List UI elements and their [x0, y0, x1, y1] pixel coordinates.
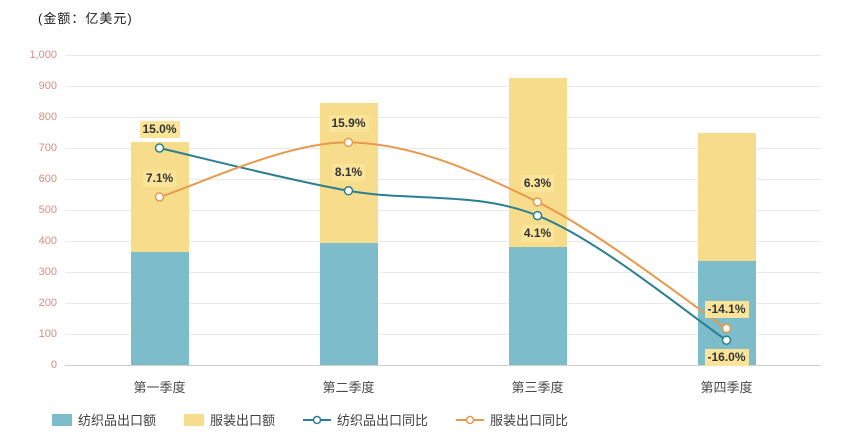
legend-label: 服装出口额	[210, 413, 276, 428]
legend-item: 纺织品出口同比	[303, 410, 428, 429]
y-axis-tick-label: 800	[38, 111, 57, 123]
x-axis-tick-label: 第三季度	[511, 380, 564, 395]
gridline	[65, 55, 821, 56]
gridline	[65, 86, 821, 87]
y-axis-tick-label: 900	[38, 80, 57, 92]
bar-segment	[130, 141, 189, 252]
legend-bar-swatch-icon	[52, 413, 72, 426]
legend-bar-swatch-icon	[184, 413, 205, 426]
bar-segment	[508, 78, 567, 248]
x-axis-tick-label: 第一季度	[133, 380, 186, 395]
bar-segment	[319, 242, 378, 365]
point-label: 15.9%	[328, 115, 369, 133]
x-axis-tick-label: 第四季度	[700, 380, 753, 395]
legend: 纺织品出口额 服装出口额 纺织品出口同比 服装出口同比	[52, 410, 568, 429]
legend-item: 纺织品出口额	[52, 410, 156, 429]
y-axis-tick-label: 300	[38, 266, 57, 278]
trend-line	[159, 147, 728, 342]
point-label: 15.0%	[139, 121, 180, 138]
legend-line-icon	[303, 415, 332, 424]
legend-label: 纺织品出口同比	[337, 413, 429, 428]
y-axis-tick-label: 100	[38, 328, 57, 340]
unit-label: (金额：亿美元)	[38, 11, 133, 26]
y-axis-tick-label: 0	[50, 359, 57, 371]
bar-segment	[697, 132, 756, 262]
point-label: -14.1%	[704, 301, 749, 319]
point-label: 7.1%	[142, 169, 177, 187]
bar-segment	[130, 251, 189, 365]
y-axis-tick-label: 400	[38, 235, 57, 247]
gridline	[65, 117, 821, 118]
legend-item: 服装出口同比	[456, 410, 568, 429]
point-label: 4.1%	[520, 224, 555, 242]
legend-line-icon	[456, 415, 485, 424]
trend-line	[159, 141, 728, 330]
bar-segment	[508, 247, 567, 365]
legend-label: 纺织品出口额	[78, 413, 157, 428]
gridline	[65, 365, 821, 366]
y-axis-tick-label: 600	[38, 173, 57, 185]
point-label: -16.0%	[704, 349, 749, 367]
legend-label: 服装出口同比	[490, 413, 569, 428]
y-axis-tick-label: 700	[38, 142, 57, 154]
point-label: 6.3%	[520, 174, 555, 192]
point-label: 8.1%	[331, 163, 366, 181]
y-axis-tick-label: 1,000	[29, 49, 57, 61]
x-axis-tick-label: 第二季度	[322, 380, 375, 395]
legend-item: 服装出口额	[184, 410, 275, 429]
y-axis-tick-label: 200	[38, 297, 57, 309]
y-axis-tick-label: 500	[38, 204, 57, 216]
